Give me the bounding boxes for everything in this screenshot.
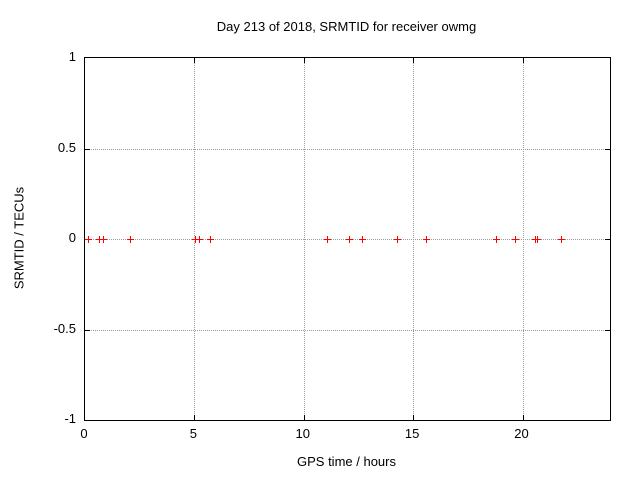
x-tick-label: 0 [80, 426, 88, 441]
y-tick-mark-left [85, 148, 90, 150]
x-tick-label: 20 [514, 426, 529, 441]
x-tick-label: 15 [404, 426, 420, 441]
data-point-marker [95, 235, 103, 243]
chart-title: Day 213 of 2018, SRMTID for receiver owm… [216, 19, 477, 34]
x-tick-mark-bottom [413, 415, 415, 420]
data-point-marker [394, 235, 402, 243]
data-point-marker [492, 235, 500, 243]
x-tick-mark-top [413, 58, 415, 63]
y-tick-label: -0.5 [53, 320, 76, 336]
data-point-marker [512, 235, 520, 243]
horizontal-gridline [85, 329, 610, 331]
y-tick-mark-left [85, 239, 90, 240]
data-point-marker [324, 235, 332, 243]
data-point-marker [534, 235, 542, 243]
x-axis-label: GPS time / hours [297, 454, 396, 469]
y-tick-mark-left [85, 329, 90, 331]
data-point-marker [359, 235, 367, 243]
x-tick-mark-top [522, 58, 524, 63]
data-point-marker [207, 235, 215, 243]
y-tick-label: 0.5 [57, 139, 76, 155]
y-tick-mark-right [605, 239, 610, 240]
data-point-marker [346, 235, 354, 243]
x-tick-label: 10 [295, 426, 310, 441]
y-tick-label: 1 [68, 49, 76, 64]
data-point-marker [191, 235, 199, 243]
y-tick-mark-right [605, 329, 610, 331]
horizontal-gridline [85, 239, 610, 240]
data-point-marker [422, 235, 430, 243]
y-tick-mark-right [605, 148, 610, 150]
x-tick-mark-bottom [303, 415, 305, 420]
x-tick-mark-top [303, 58, 305, 63]
data-point-marker [100, 235, 108, 243]
data-point-marker [558, 235, 566, 243]
x-tick-label: 5 [189, 426, 197, 441]
x-tick-mark-top [194, 58, 196, 63]
x-tick-mark-bottom [522, 415, 524, 420]
plot-area [84, 57, 611, 421]
horizontal-gridline [85, 148, 610, 150]
y-tick-label: -1 [64, 411, 76, 426]
data-point-marker [196, 235, 204, 243]
data-point-marker [84, 235, 92, 243]
data-point-marker [127, 235, 135, 243]
y-tick-label: 0 [68, 230, 76, 245]
x-tick-mark-bottom [194, 415, 196, 420]
y-axis-label: SRMTID / TECUs [11, 186, 27, 290]
